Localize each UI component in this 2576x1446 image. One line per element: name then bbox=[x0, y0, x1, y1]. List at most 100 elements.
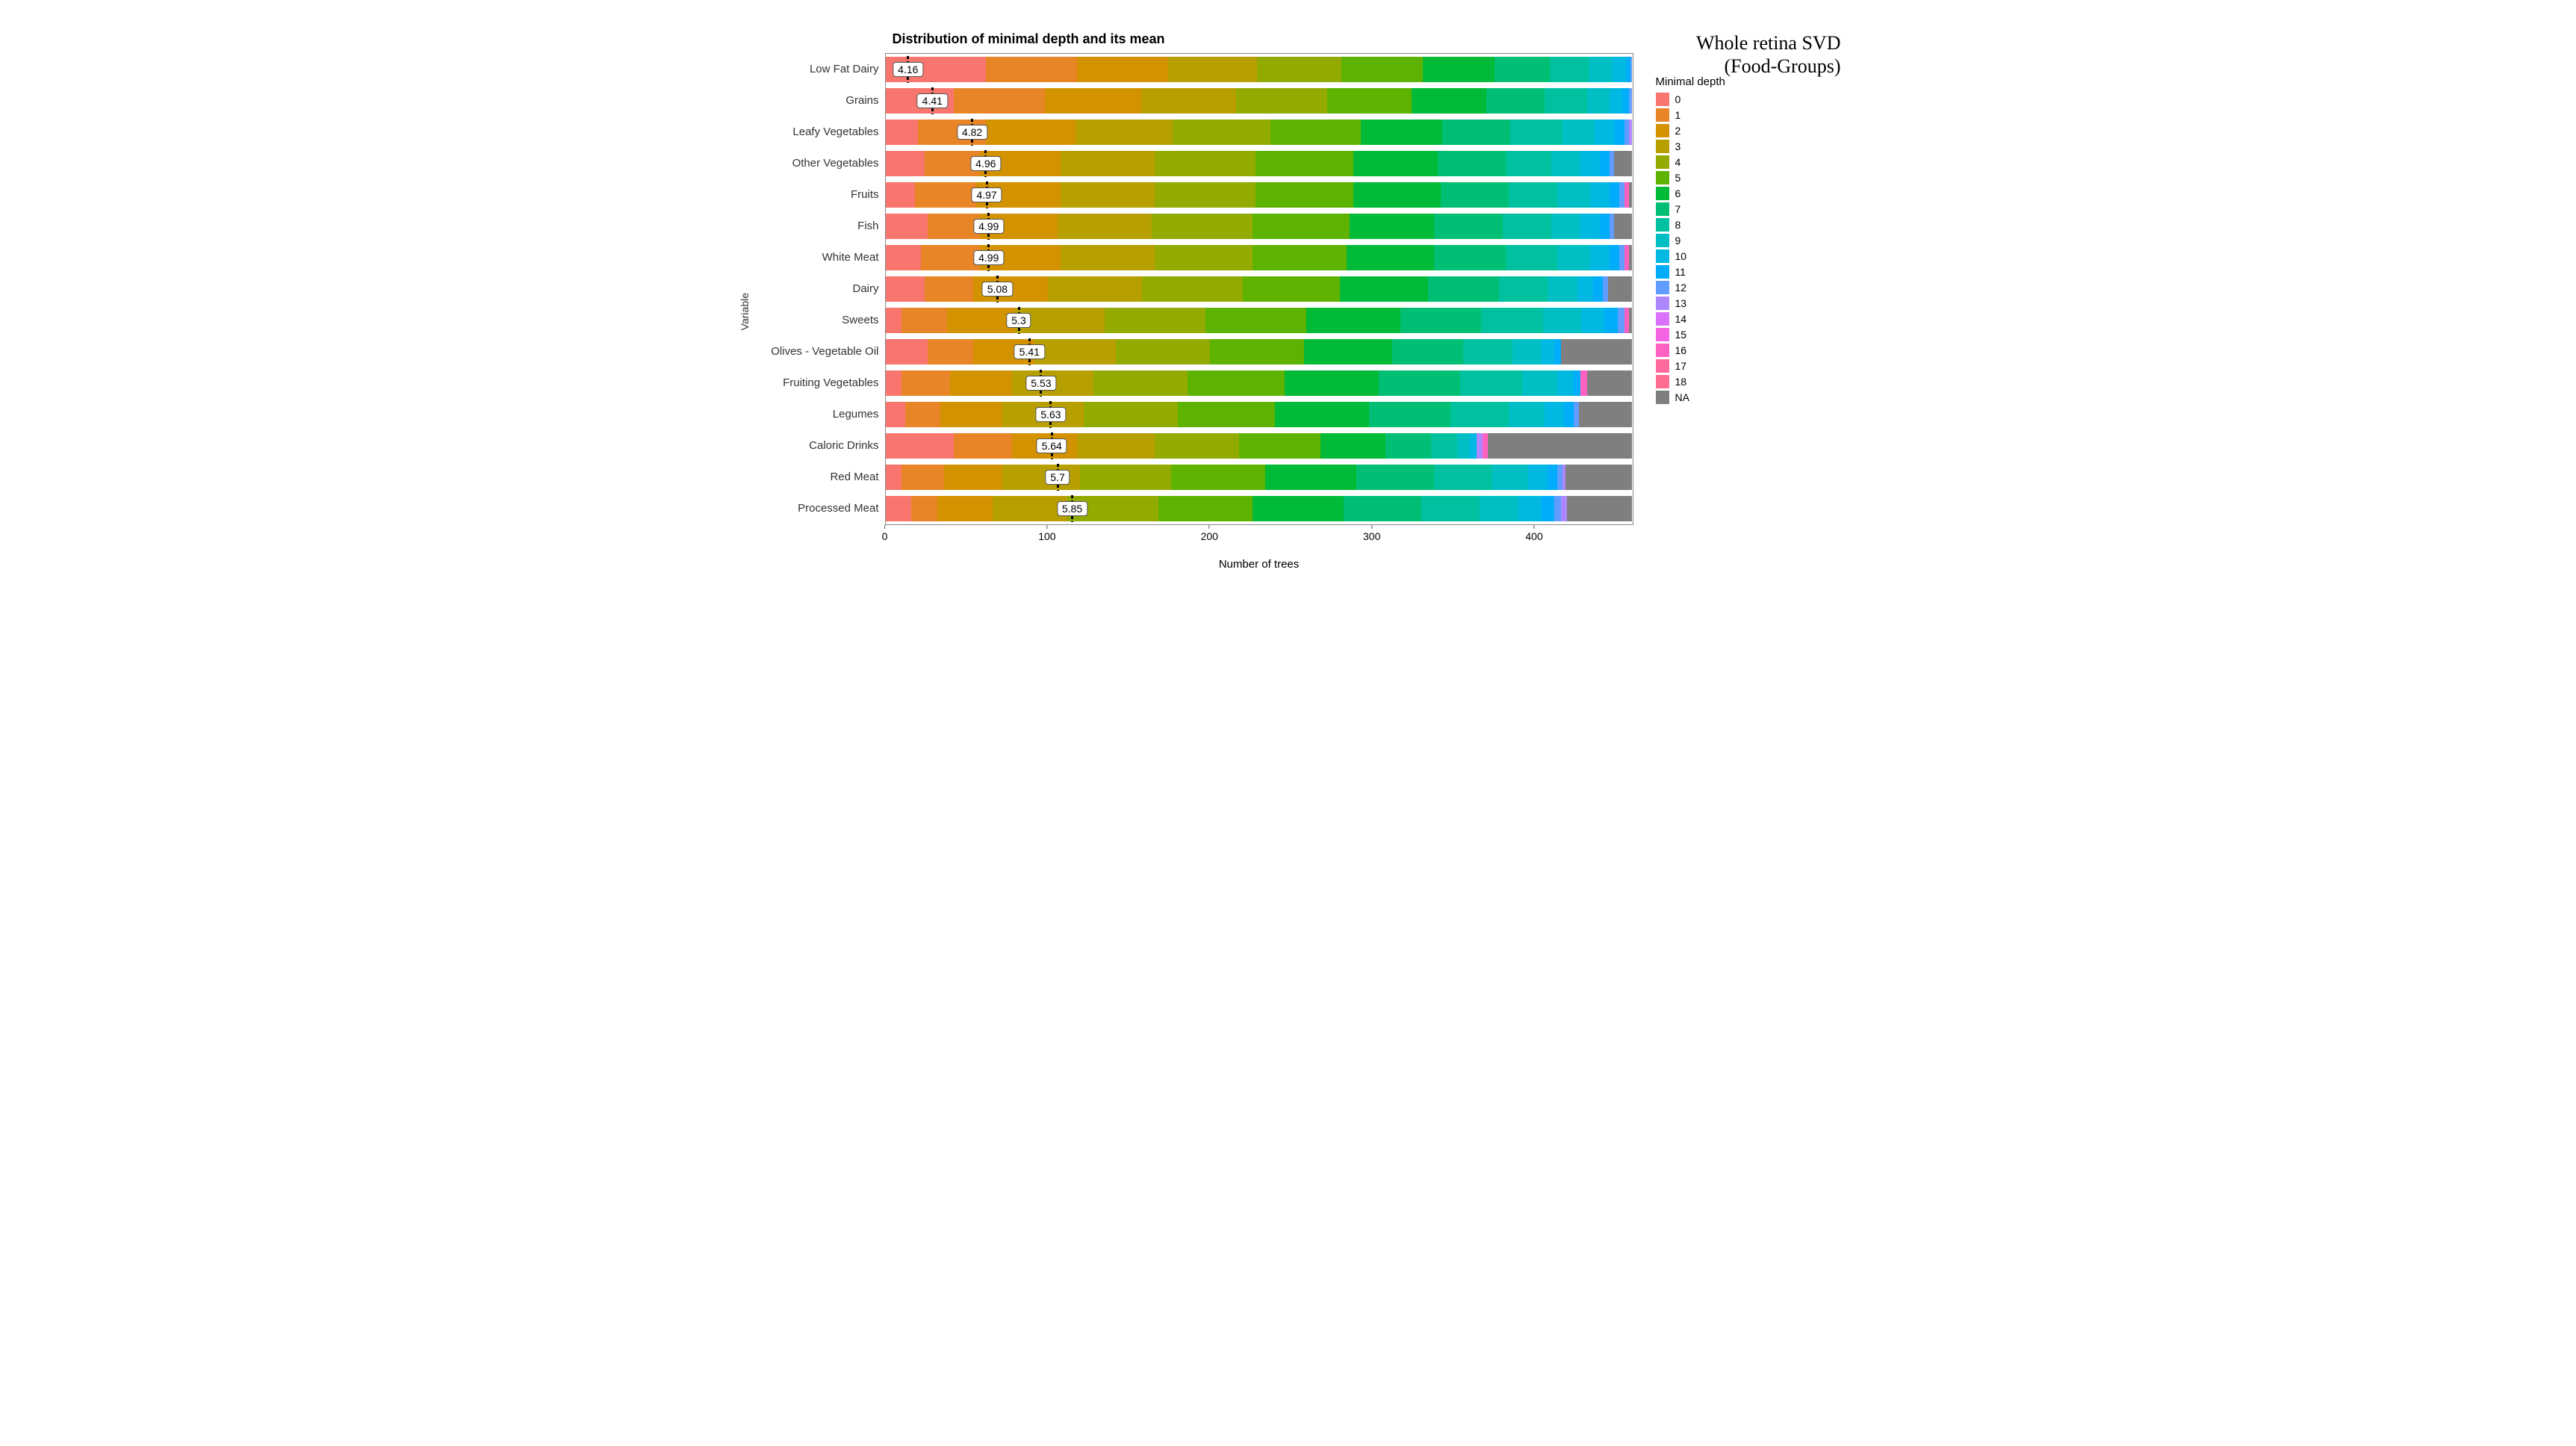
bar-segment bbox=[886, 276, 925, 302]
bar-segment bbox=[886, 339, 928, 364]
bar-segment bbox=[1522, 370, 1558, 396]
bar-segment bbox=[1595, 120, 1614, 145]
legend-label: 7 bbox=[1675, 203, 1681, 215]
y-axis-label: Variable bbox=[736, 293, 751, 330]
bar-segment bbox=[1236, 88, 1327, 114]
bar-segment bbox=[901, 308, 947, 333]
bar-row: 4.16 bbox=[886, 54, 1633, 85]
bar-row: 5.85 bbox=[886, 493, 1633, 524]
bar-segment bbox=[976, 182, 1061, 208]
stacked-bar bbox=[886, 57, 1633, 82]
legend-label: 2 bbox=[1675, 125, 1681, 137]
bar-segment bbox=[937, 496, 993, 521]
bar-segment bbox=[1512, 339, 1542, 364]
bar-segment bbox=[1341, 57, 1423, 82]
figure-title: Whole retina SVD (Food-Groups) bbox=[1696, 31, 1841, 78]
bar-segment bbox=[1045, 88, 1142, 114]
bar-segment bbox=[1551, 151, 1580, 176]
bar-segment bbox=[1587, 370, 1633, 396]
bar-segment bbox=[1257, 57, 1341, 82]
bar-segment bbox=[954, 88, 1045, 114]
legend-swatch bbox=[1656, 234, 1669, 247]
bar-segment bbox=[1600, 214, 1610, 239]
bar-segment bbox=[928, 339, 973, 364]
bar-segment bbox=[1210, 339, 1304, 364]
stacked-bar bbox=[886, 120, 1633, 145]
chart-container: Whole retina SVD (Food-Groups) Distribut… bbox=[736, 31, 1841, 571]
bar-segment bbox=[1509, 182, 1557, 208]
bar-segment bbox=[1379, 370, 1460, 396]
bar-segment bbox=[986, 57, 1077, 82]
bar-segment bbox=[1564, 402, 1574, 427]
bar-segment bbox=[1545, 88, 1587, 114]
stacked-bar bbox=[886, 402, 1633, 427]
bar-segment bbox=[1423, 57, 1495, 82]
legend-item: 8 bbox=[1656, 218, 1725, 232]
bar-segment bbox=[1557, 370, 1574, 396]
bar-segment bbox=[1253, 496, 1344, 521]
plot-wrap: Variable Low Fat DairyGrainsLeafy Vegeta… bbox=[736, 53, 1841, 571]
bar-segment bbox=[954, 433, 1012, 459]
y-tick-label: Legumes bbox=[751, 398, 885, 429]
bar-segment bbox=[1353, 151, 1438, 176]
bar-row: 4.96 bbox=[886, 148, 1633, 179]
y-tick-label: Processed Meat bbox=[751, 492, 885, 524]
y-tick-label: White Meat bbox=[751, 241, 885, 273]
bar-segment bbox=[1604, 308, 1617, 333]
legend-item: 11 bbox=[1656, 265, 1725, 279]
bar-segment bbox=[1173, 120, 1270, 145]
bar-segment bbox=[1550, 57, 1589, 82]
bar-segment bbox=[1577, 276, 1594, 302]
bar-segment bbox=[1567, 496, 1632, 521]
bar-segment bbox=[1205, 308, 1306, 333]
bar-segment bbox=[1562, 120, 1595, 145]
bar-segment bbox=[1168, 57, 1258, 82]
stacked-bar bbox=[886, 370, 1633, 396]
bar-segment bbox=[1629, 88, 1632, 114]
bar-segment bbox=[1077, 57, 1168, 82]
bar-segment bbox=[928, 214, 980, 239]
bar-segment bbox=[1275, 402, 1369, 427]
bar-segment bbox=[1077, 433, 1155, 459]
legend-item: 17 bbox=[1656, 359, 1725, 373]
bar-segment bbox=[1152, 214, 1253, 239]
bar-segment bbox=[1142, 88, 1236, 114]
bar-segment bbox=[940, 402, 1002, 427]
legend-label: 0 bbox=[1675, 93, 1681, 105]
x-tick-label: 400 bbox=[1525, 525, 1542, 542]
bar-segment bbox=[911, 496, 937, 521]
bar-segment bbox=[1320, 433, 1385, 459]
bar-segment bbox=[1327, 88, 1412, 114]
bar-row: 4.97 bbox=[886, 179, 1633, 211]
stacked-bar bbox=[886, 465, 1633, 490]
bar-segment bbox=[1265, 465, 1356, 490]
bar-segment bbox=[1495, 57, 1550, 82]
bar-segment bbox=[886, 402, 905, 427]
bar-segment bbox=[1509, 402, 1545, 427]
legend-swatch bbox=[1656, 108, 1669, 122]
bar-segment bbox=[1034, 339, 1116, 364]
bar-segment bbox=[901, 465, 944, 490]
y-tick-label: Red Meat bbox=[751, 461, 885, 492]
bar-segment bbox=[1460, 370, 1522, 396]
bar-segment bbox=[1061, 182, 1155, 208]
bar-segment bbox=[1306, 308, 1400, 333]
bar-segment bbox=[1304, 339, 1391, 364]
legend-item: 2 bbox=[1656, 124, 1725, 137]
legend-item: 15 bbox=[1656, 328, 1725, 341]
bar-segment bbox=[1614, 214, 1632, 239]
bar-segment bbox=[1554, 339, 1561, 364]
stacked-bar bbox=[886, 433, 1633, 459]
bar-segment bbox=[1002, 402, 1084, 427]
bar-segment bbox=[1142, 276, 1243, 302]
bar-segment bbox=[905, 402, 941, 427]
bar-segment bbox=[1545, 402, 1564, 427]
bar-segment bbox=[1239, 433, 1320, 459]
legend: Minimal depth 01234567891011121314151617… bbox=[1656, 75, 1725, 406]
plot-column: 4.164.414.824.964.974.994.995.085.35.415… bbox=[885, 53, 1633, 571]
bar-segment bbox=[1442, 120, 1510, 145]
bar-segment bbox=[1067, 496, 1158, 521]
legend-swatch bbox=[1656, 344, 1669, 357]
y-tick-label: Fruits bbox=[751, 179, 885, 210]
bar-segment bbox=[1542, 339, 1554, 364]
